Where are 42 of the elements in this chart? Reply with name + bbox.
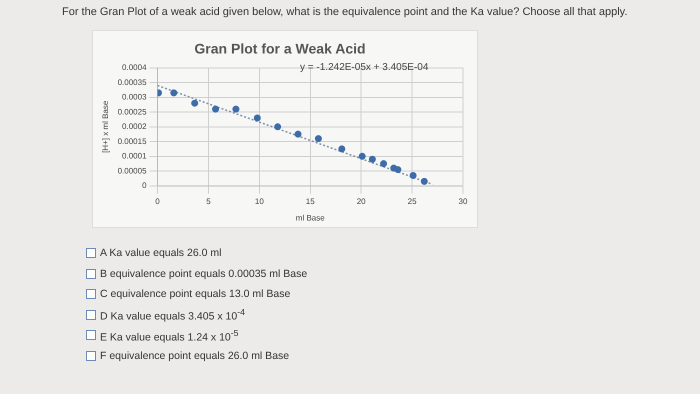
y-tick-label: 0.0004 xyxy=(122,63,148,72)
y-axis-title: [H+] x ml Base xyxy=(101,100,110,153)
x-tick-label: 15 xyxy=(306,196,316,206)
x-tick-label: 30 xyxy=(458,196,468,206)
x-axis-title: ml Base xyxy=(296,213,326,222)
text: E Ka value equals 1.24 x 10$^{-5}$ xyxy=(100,328,239,343)
point xyxy=(410,172,417,179)
text: C equivalence point equals 13.0 ml Base xyxy=(100,288,290,300)
x-tick-label: 25 xyxy=(408,196,418,206)
y-tick-label: 0.00005 xyxy=(118,166,148,176)
point xyxy=(358,152,366,160)
chart-title: Gran Plot for a Weak Acid xyxy=(194,40,366,56)
text: A Ka value equals 26.0 ml xyxy=(100,247,222,260)
point xyxy=(394,166,402,174)
point xyxy=(420,178,428,185)
point xyxy=(212,106,220,113)
point xyxy=(274,123,282,130)
y-tick-label: 0 xyxy=(142,181,148,190)
point xyxy=(191,100,198,107)
y-tick-label: 0.0001 xyxy=(122,152,148,161)
y-tick-label: 0.0002 xyxy=(122,122,148,132)
point xyxy=(294,130,302,138)
point xyxy=(338,145,346,152)
point xyxy=(314,135,322,142)
text: D Ka value equals 3.405 x 10$^{-4}$ xyxy=(100,307,245,322)
point xyxy=(380,160,388,168)
x-tick-label: 5 xyxy=(206,196,212,206)
y-tick-label: 0.00025 xyxy=(118,107,148,116)
x-tick-label: 10 xyxy=(254,196,264,206)
annotation: y = -1.242E-05x + 3.405E-04 xyxy=(300,62,428,73)
x-tick-label: 20 xyxy=(356,196,366,206)
text: F equivalence point equals 26.0 ml Base xyxy=(100,350,290,362)
y-tick-label: 0.00035 xyxy=(118,78,148,87)
text: B equivalence point equals 0.00035 ml Base xyxy=(100,268,308,280)
point xyxy=(232,106,240,113)
y-tick-label: 0.0003 xyxy=(122,92,148,102)
point xyxy=(170,89,178,96)
x-tick-label: 0 xyxy=(155,196,160,206)
y-tick-label: 0.00015 xyxy=(118,136,148,146)
text: For the Gran Plot of a weak acid given below, what is the equivalence point and the Ka value? Choose all that apply. xyxy=(62,6,628,18)
point xyxy=(368,156,376,163)
point xyxy=(254,114,261,122)
